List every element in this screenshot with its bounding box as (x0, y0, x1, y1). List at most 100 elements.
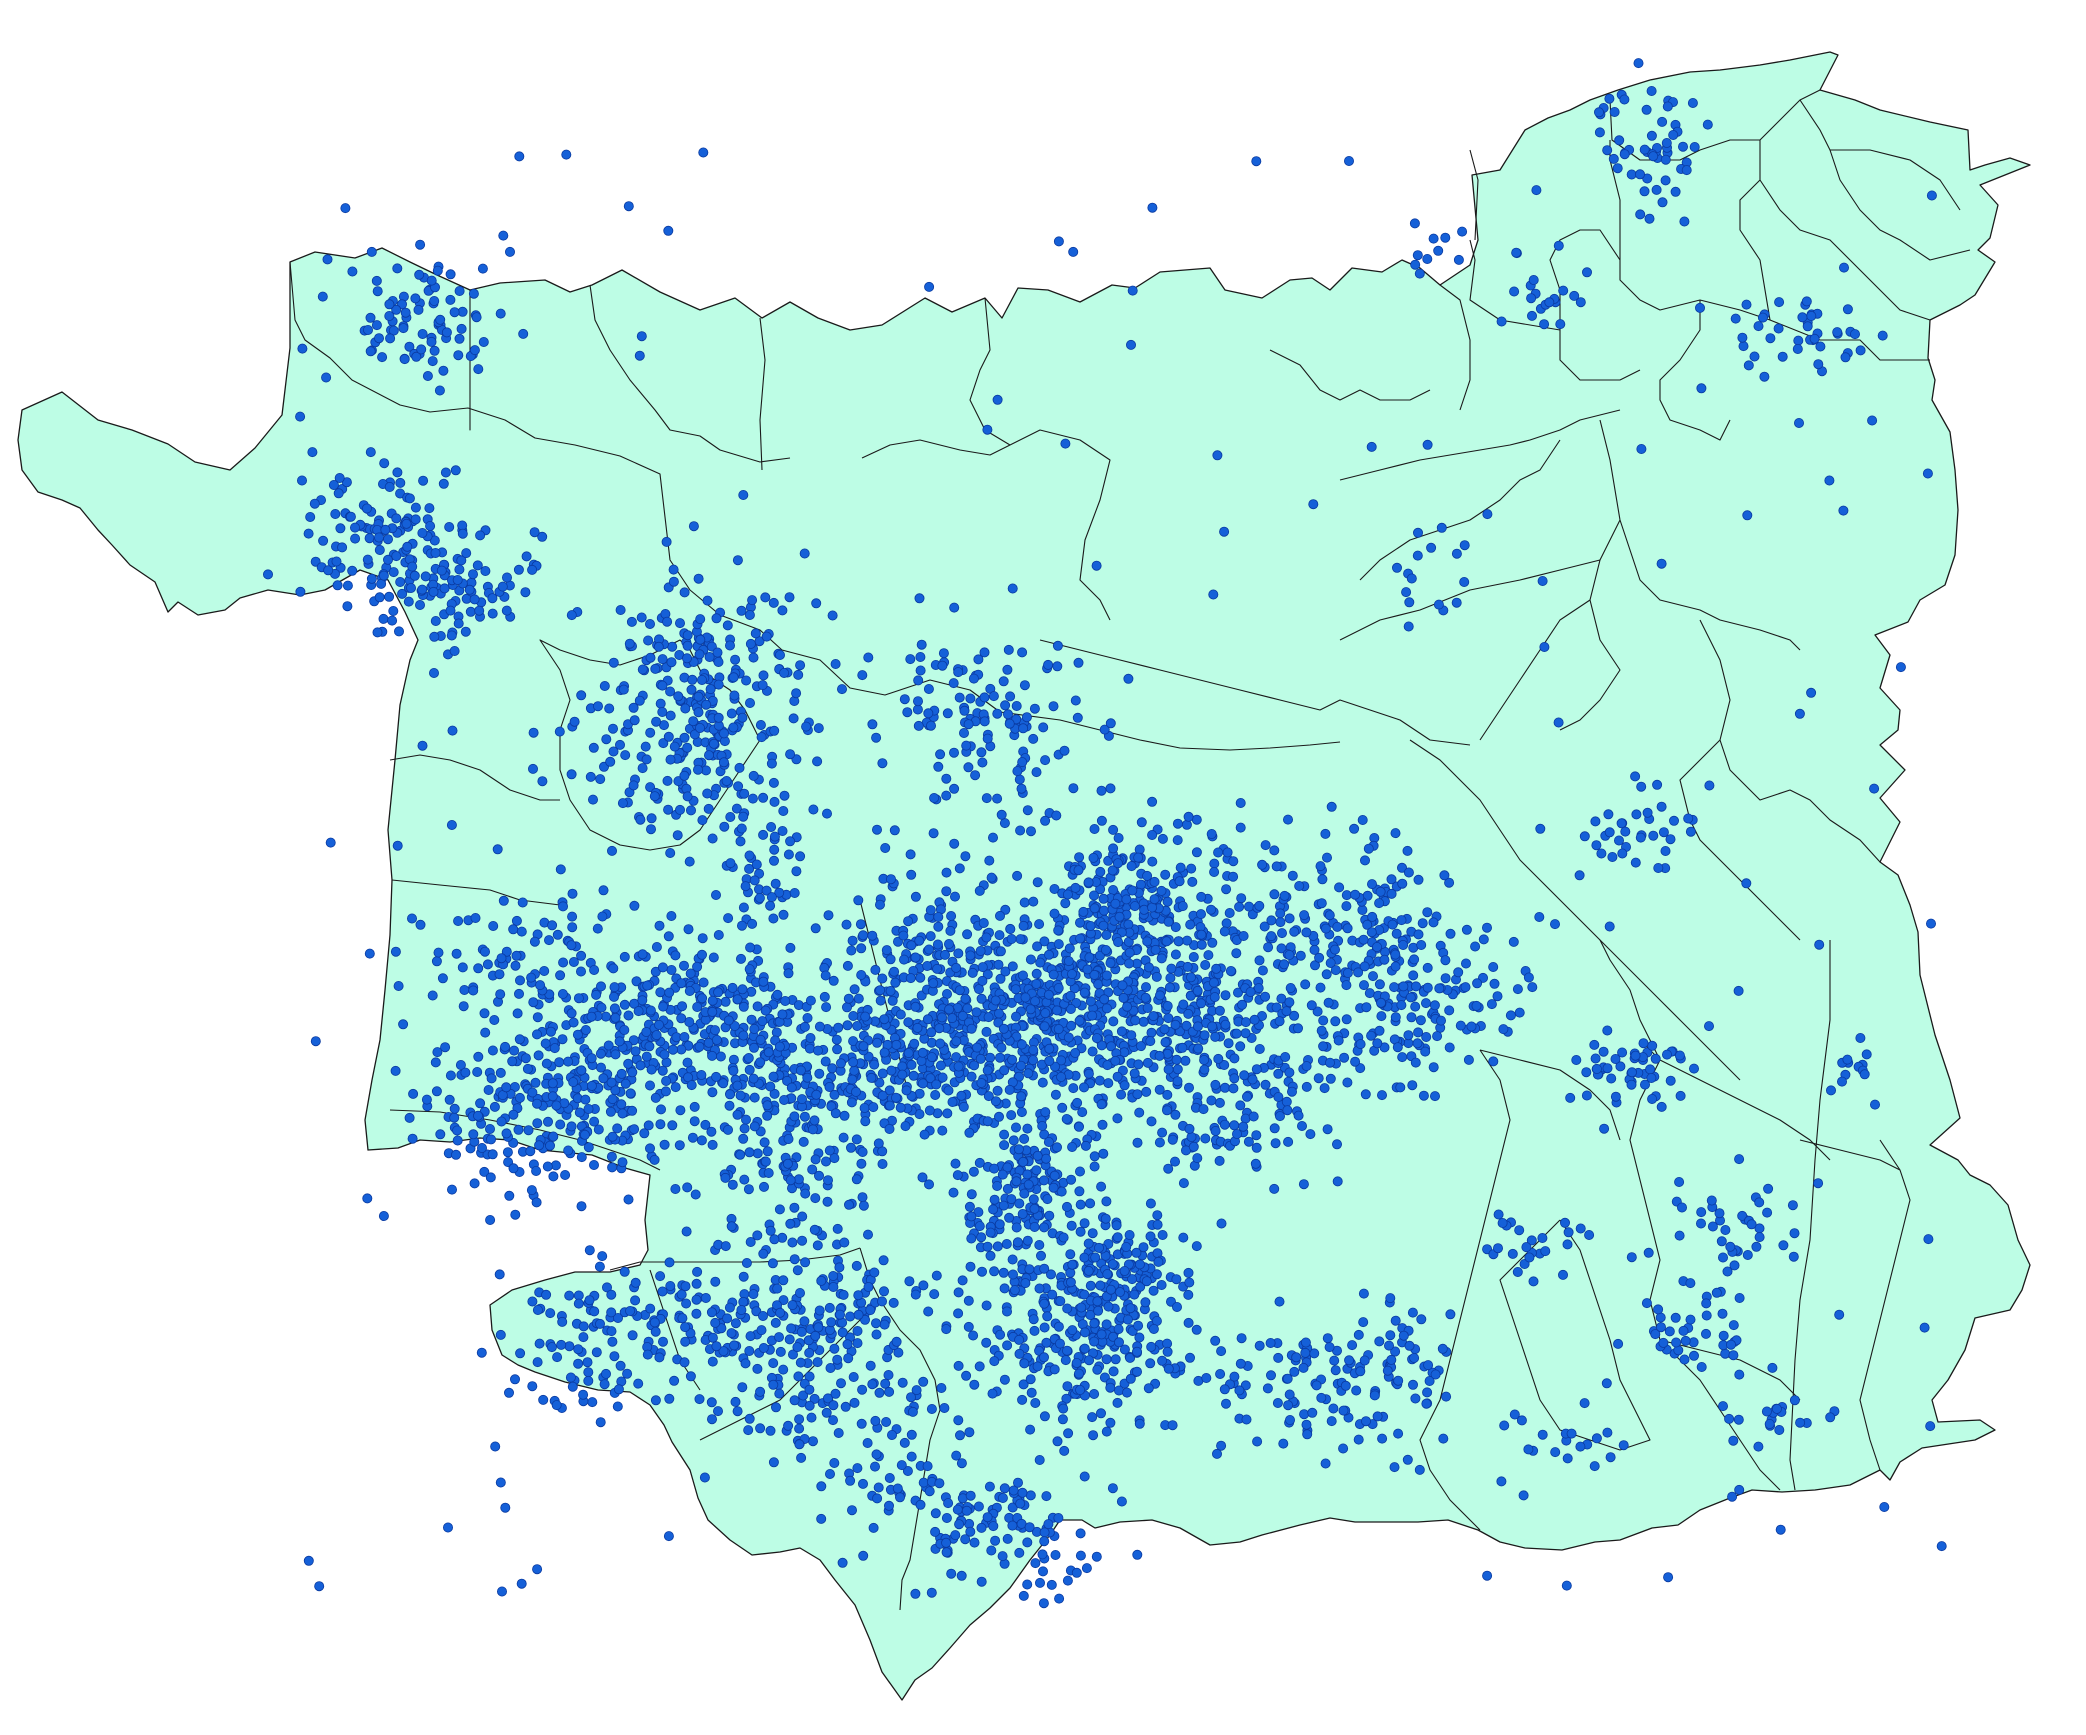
point-marker (721, 776, 732, 787)
point-marker (496, 953, 507, 964)
point-marker (1089, 1336, 1100, 1347)
point-marker (402, 541, 413, 552)
point-marker (966, 1211, 977, 1222)
point-marker (410, 514, 421, 525)
point-marker (495, 989, 506, 1000)
point-marker (747, 793, 758, 804)
point-marker (1273, 1092, 1284, 1103)
point-marker (934, 1478, 945, 1489)
point-marker (1163, 1163, 1174, 1174)
point-marker (901, 1085, 912, 1096)
point-marker (1024, 1522, 1035, 1533)
point-marker (501, 1128, 512, 1139)
point-marker (424, 503, 435, 514)
point-marker (682, 640, 693, 651)
point-marker (1088, 1430, 1099, 1441)
point-marker (820, 970, 831, 981)
point-marker (713, 1406, 724, 1417)
point-marker (489, 1101, 500, 1112)
point-marker (918, 1477, 929, 1488)
point-marker (438, 365, 449, 376)
point-marker (1440, 973, 1451, 984)
point-marker (739, 788, 750, 799)
point-marker (762, 1100, 773, 1111)
point-marker (1793, 335, 1804, 346)
point-marker (885, 986, 896, 997)
point-marker (1108, 843, 1119, 854)
point-marker (384, 481, 395, 492)
point-marker (1269, 1183, 1280, 1194)
point-marker (1801, 296, 1812, 307)
point-marker (1377, 1433, 1388, 1444)
point-marker (848, 1057, 859, 1068)
point-marker (1413, 874, 1424, 885)
point-marker (1232, 1129, 1243, 1140)
point-marker (1324, 910, 1335, 921)
point-marker (916, 639, 927, 650)
point-marker (988, 1521, 999, 1532)
point-marker (1420, 1046, 1431, 1057)
point-marker (1054, 1593, 1065, 1604)
point-marker (869, 1059, 880, 1070)
point-marker (1349, 823, 1360, 834)
point-marker (713, 712, 724, 723)
point-marker (930, 1508, 941, 1519)
point-marker (1053, 925, 1064, 936)
point-marker (755, 1423, 766, 1434)
point-marker (785, 749, 796, 760)
point-marker (1351, 1385, 1362, 1396)
point-marker (1724, 1413, 1735, 1424)
point-marker (1284, 1389, 1295, 1400)
point-marker (1102, 1269, 1113, 1280)
point-marker (926, 1404, 937, 1415)
point-marker (1589, 1461, 1600, 1472)
point-marker (1390, 828, 1401, 839)
point-marker (1340, 1380, 1351, 1391)
point-marker (1172, 818, 1183, 829)
point-marker (947, 1097, 958, 1108)
point-marker (1191, 1324, 1202, 1335)
point-marker (956, 1570, 967, 1581)
point-marker (576, 966, 587, 977)
point-marker (1751, 1241, 1762, 1252)
point-marker (794, 1414, 805, 1425)
point-marker (1079, 1082, 1090, 1093)
point-marker (432, 1047, 443, 1058)
point-marker (744, 850, 755, 861)
point-marker (851, 1134, 862, 1145)
point-marker (1316, 1392, 1327, 1403)
point-marker (1413, 1027, 1424, 1038)
point-marker (1440, 232, 1451, 243)
point-marker (745, 638, 756, 649)
point-marker (528, 997, 539, 1008)
point-marker (1011, 1122, 1022, 1133)
point-marker (438, 478, 449, 489)
point-marker (537, 531, 548, 542)
point-marker (744, 1064, 755, 1075)
point-marker (1115, 1287, 1126, 1298)
point-marker (1516, 1415, 1527, 1426)
point-marker (1598, 1046, 1609, 1057)
point-marker (748, 652, 759, 663)
point-marker (1460, 982, 1471, 993)
point-marker (789, 1202, 800, 1213)
point-marker (1100, 945, 1111, 956)
point-marker (995, 1329, 1006, 1340)
point-marker (665, 848, 676, 859)
point-marker (631, 976, 642, 987)
point-marker (1496, 1476, 1507, 1487)
point-marker (1575, 297, 1586, 308)
point-marker (738, 1030, 749, 1041)
point-marker (1089, 1318, 1100, 1329)
point-marker (1646, 86, 1657, 97)
point-marker (689, 1116, 700, 1127)
point-marker (1185, 1352, 1196, 1363)
point-marker (701, 699, 712, 710)
point-marker (751, 859, 762, 870)
point-marker (1134, 1418, 1145, 1429)
point-marker (454, 333, 465, 344)
point-marker (583, 1104, 594, 1115)
point-marker (743, 1053, 754, 1064)
point-marker (924, 1486, 935, 1497)
